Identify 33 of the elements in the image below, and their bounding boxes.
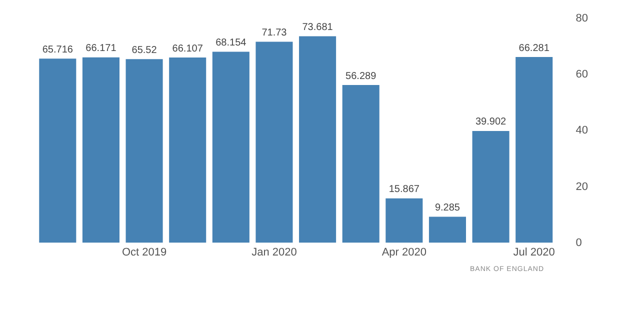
bar (386, 198, 423, 243)
data-label: 65.52 (132, 44, 158, 56)
bar (39, 58, 76, 243)
data-label: 66.281 (518, 42, 550, 54)
x-tick-label: Oct 2019 (122, 246, 167, 258)
y-tick-label: 80 (576, 12, 588, 25)
y-tick-label: 60 (576, 68, 588, 81)
data-label: 71.73 (262, 28, 288, 39)
bar (342, 85, 380, 243)
y-tick-label: 20 (576, 180, 588, 193)
bar (299, 36, 336, 243)
bar (516, 57, 553, 243)
bar (472, 130, 510, 243)
data-label: 9.285 (434, 202, 460, 214)
data-label: 56.289 (346, 70, 377, 82)
bar (82, 57, 120, 243)
bar (169, 58, 206, 243)
y-tick-label: 0 (576, 236, 582, 249)
x-tick-label: Jan 2020 (252, 246, 297, 258)
data-label: 68.154 (216, 38, 247, 49)
bar (212, 52, 250, 243)
bar (256, 42, 293, 243)
x-tick-label: Apr 2020 (382, 246, 426, 258)
data-label: 66.171 (86, 43, 117, 54)
data-label: 39.902 (475, 116, 507, 128)
data-label: 73.681 (302, 22, 334, 34)
y-tick-label: 40 (576, 124, 588, 137)
bar (126, 59, 163, 243)
data-label: 15.867 (388, 184, 420, 196)
x-tick-label: Jul 2020 (513, 246, 555, 258)
data-label: 65.716 (42, 44, 74, 56)
bar (428, 216, 466, 243)
data-label: 66.107 (172, 43, 204, 54)
